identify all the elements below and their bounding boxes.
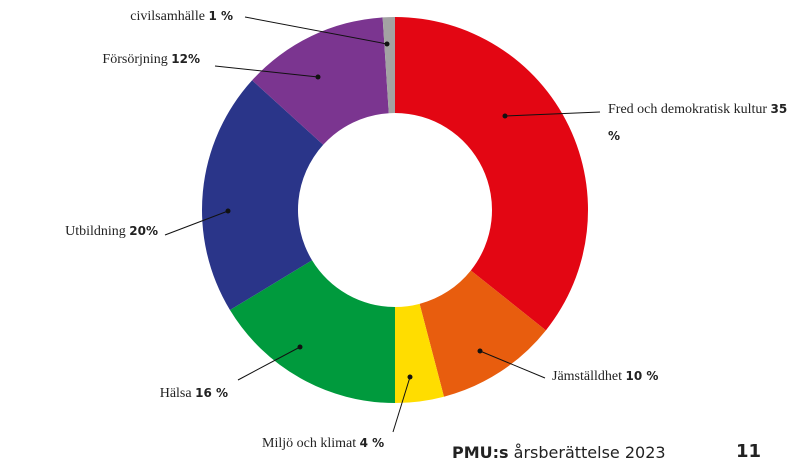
- category-name: Fred och demokratisk kultur: [608, 102, 768, 117]
- category-name: Miljö och klimat: [262, 436, 357, 451]
- segment-label: Fred och demokratisk kultur 35 %: [608, 96, 788, 150]
- leader-line: [237, 346, 301, 381]
- donut-segment: [395, 17, 588, 331]
- leader-line: [392, 376, 411, 433]
- donut-segment: [229, 260, 395, 403]
- category-name: Försörjning: [102, 52, 168, 67]
- donut-segment: [202, 80, 324, 311]
- leader-line: [164, 210, 229, 236]
- segment-label: Försörjning 12%: [0, 46, 200, 73]
- donut-segment: [382, 17, 395, 114]
- leader-line: [479, 350, 546, 379]
- footer: PMU:s årsberättelse 2023: [452, 443, 666, 462]
- value-label: 12%: [171, 52, 200, 66]
- segment-label: Miljö och klimat 4 %: [262, 430, 402, 457]
- value-label: 4 %: [359, 436, 385, 450]
- category-name: Hälsa: [159, 386, 192, 401]
- value-label: 16 %: [195, 386, 228, 400]
- segment-label: civilsamhälle 1 %: [0, 3, 233, 30]
- report-title: årsberättelse 2023: [513, 443, 666, 462]
- leader-line: [244, 16, 388, 45]
- leader-dot: [502, 113, 508, 119]
- value-label: 1 %: [208, 9, 233, 23]
- donut-segment: [419, 270, 546, 397]
- donut-segment: [395, 303, 444, 403]
- publisher: PMU:s: [452, 443, 509, 462]
- category-name: Utbildning: [65, 224, 126, 239]
- value-label: 35 %: [608, 102, 788, 143]
- leader-dot: [407, 374, 413, 380]
- segment-label: Hälsa 16 %: [70, 380, 228, 407]
- value-label: 20%: [129, 224, 158, 238]
- page-number: 11: [736, 441, 762, 462]
- segment-label: Jämställdhet 10 %: [552, 363, 712, 390]
- category-name: Jämställdhet: [552, 369, 622, 384]
- value-label: 10 %: [625, 369, 659, 383]
- leader-dot: [297, 344, 303, 350]
- leader-line: [504, 111, 601, 117]
- leader-dot: [477, 348, 483, 354]
- leader-dot: [225, 208, 231, 214]
- donut-segment: [252, 17, 389, 145]
- segment-label: Utbildning 20%: [0, 218, 158, 245]
- category-name: civilsamhälle: [130, 9, 205, 24]
- leader-dot: [384, 41, 390, 47]
- leader-dot: [315, 74, 321, 80]
- leader-line: [214, 65, 319, 78]
